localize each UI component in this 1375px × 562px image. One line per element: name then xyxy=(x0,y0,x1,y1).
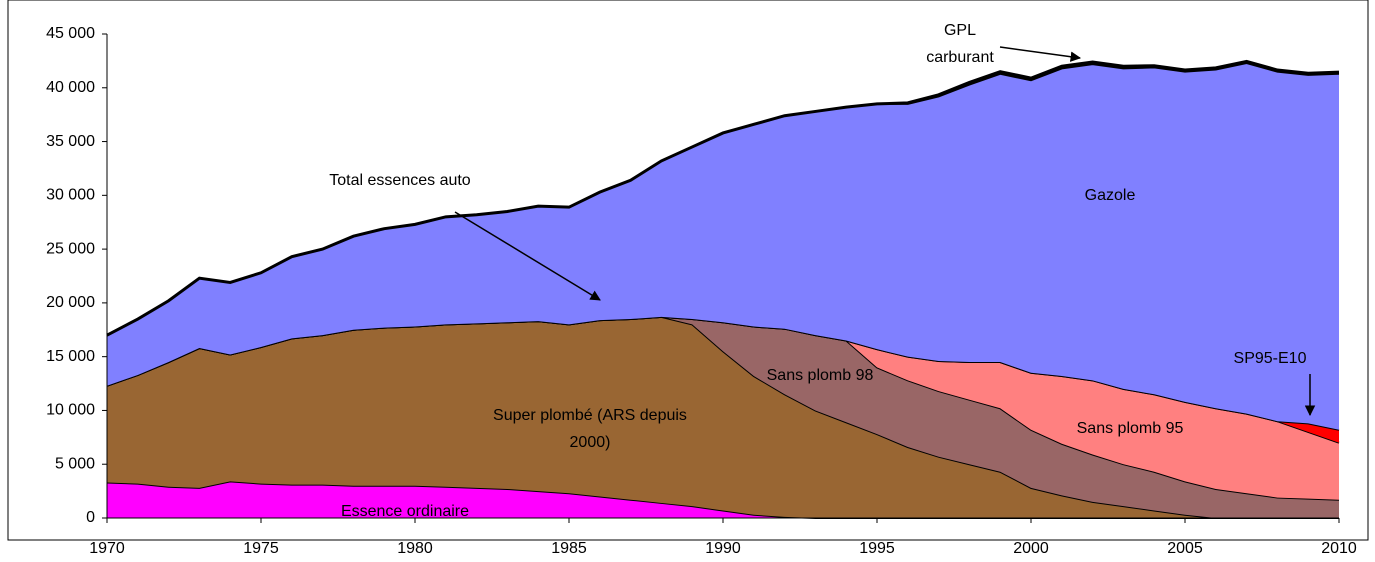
y-tick-label: 20 000 xyxy=(46,294,95,311)
y-tick-label: 25 000 xyxy=(46,240,95,257)
y-tick-label: 30 000 xyxy=(46,187,95,204)
x-tick-label: 2005 xyxy=(1167,540,1203,557)
x-tick-label: 1980 xyxy=(397,540,433,557)
area xyxy=(107,316,1339,518)
area xyxy=(107,316,1339,518)
y-tick-label: 40 000 xyxy=(46,79,95,96)
series-label: Essence ordinaire xyxy=(340,503,470,520)
x-tick-label: 2000 xyxy=(1013,540,1049,557)
series-label: Gazole xyxy=(1084,187,1136,204)
annotation: Total essences auto xyxy=(329,172,471,189)
series-label: Sans plomb 98 xyxy=(766,367,874,384)
x-tick-label: 2010 xyxy=(1321,540,1357,557)
series-label: Super plombé (ARS depuis 2000) xyxy=(493,407,687,451)
y-tick-label: 35 000 xyxy=(46,133,95,150)
area xyxy=(107,63,1339,430)
x-tick-label: 1975 xyxy=(243,540,279,557)
y-tick-label: 5 000 xyxy=(55,455,95,472)
y-tick-label: 15 000 xyxy=(46,348,95,365)
area xyxy=(107,481,1339,518)
area xyxy=(107,316,1339,500)
series-label: Sans plomb 95 xyxy=(1076,420,1184,437)
series-label: GPL carburant xyxy=(926,22,994,66)
y-tick-label: 45 000 xyxy=(46,25,95,42)
x-tick-label: 1995 xyxy=(859,540,895,557)
area-edge xyxy=(106,59,1340,337)
x-tick-label: 1990 xyxy=(705,540,741,557)
x-tick-label: 1970 xyxy=(89,540,125,557)
total-arrow xyxy=(454,211,601,301)
series-label: SP95-E10 xyxy=(1233,350,1307,367)
x-tick-label: 1985 xyxy=(551,540,587,557)
y-tick-label: 0 xyxy=(86,509,95,526)
frame xyxy=(7,0,1369,541)
y-tick-label: 10 000 xyxy=(46,402,95,419)
gpl-arrow xyxy=(999,46,1082,62)
